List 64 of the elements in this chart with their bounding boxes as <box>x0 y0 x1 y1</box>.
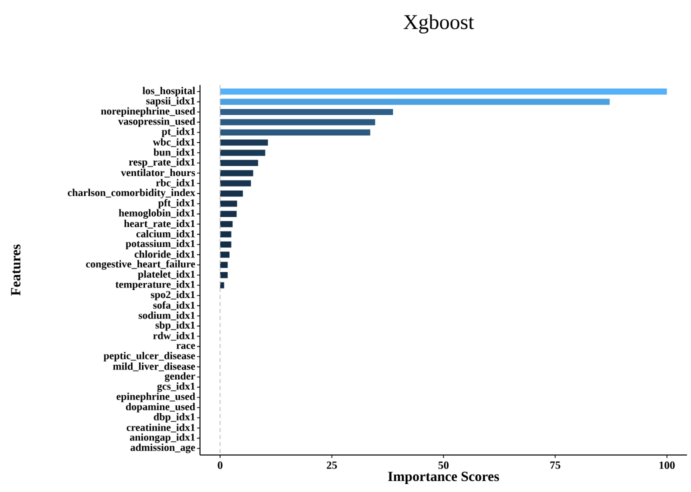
bar <box>220 140 268 146</box>
y-tick-label: admission_age <box>130 444 196 454</box>
bar <box>220 241 232 248</box>
y-tick-label: gcs_idx1 <box>157 382 195 392</box>
bar <box>220 231 232 238</box>
y-tick-label: wbc_idx1 <box>152 138 195 147</box>
bar <box>220 108 394 116</box>
bar <box>220 200 238 207</box>
x-tick-label: 50 <box>438 462 449 469</box>
bar <box>220 150 266 156</box>
bar <box>220 282 224 288</box>
y-tick-label: temperature_idx1 <box>116 280 195 290</box>
x-tick-label: 0 <box>218 462 222 469</box>
bar <box>220 262 228 268</box>
bar <box>220 88 667 95</box>
y-tick-label: charlson_comorbidity_index <box>68 188 196 198</box>
y-tick-label: chloride_idx1 <box>134 250 195 260</box>
y-tick-label: mild_liver_disease <box>113 362 196 372</box>
y-tick-label: rdw_idx1 <box>153 332 195 341</box>
x-tick-label: 75 <box>550 462 560 469</box>
x-tick-label: 25 <box>326 462 337 469</box>
y-tick-label: race <box>176 344 196 349</box>
y-tick-label: resp_rate_idx1 <box>128 158 195 168</box>
y-tick-label: congestive_heart_failure <box>86 260 196 270</box>
y-tick-label: sodium_idx1 <box>138 312 195 320</box>
y-tick-label: sofa_idx1 <box>153 301 195 310</box>
y-tick-label: calcium_idx1 <box>136 230 195 239</box>
y-tick-label: platelet_idx1 <box>138 270 195 280</box>
y-tick-label: dbp_idx1 <box>154 413 195 423</box>
y-tick-label: potassium_idx1 <box>126 240 195 250</box>
y-tick-label: sapsii_idx1 <box>146 97 195 107</box>
chart-title: Xgboost <box>404 14 474 34</box>
y-tick-label: los_hospital <box>142 86 196 96</box>
bar <box>220 221 233 228</box>
y-tick-label: aniongap_idx1 <box>130 433 195 443</box>
x-tick-label: 100 <box>660 462 675 469</box>
bar <box>220 129 370 136</box>
y-tick-label: epinephrine_used <box>116 392 196 402</box>
y-tick-label: heart_rate_idx1 <box>124 220 195 228</box>
bar <box>220 190 243 197</box>
y-tick-label: spo2_idx1 <box>150 290 195 300</box>
y-tick-label: peptic_ulcer_disease <box>104 352 196 362</box>
y-tick-label: hemoglobin_idx1 <box>118 209 195 219</box>
y-tick-label: bun_idx1 <box>154 148 195 158</box>
bar <box>220 210 237 217</box>
y-tick-label: pft_idx1 <box>158 198 195 209</box>
y-tick-label: ventilator_hours <box>120 168 196 178</box>
y-tick-label: pt_idx1 <box>162 128 195 138</box>
y-tick-label: sbp_idx1 <box>156 321 195 331</box>
bar <box>220 98 610 105</box>
bar <box>220 180 251 186</box>
y-tick-label: gender <box>164 372 196 382</box>
y-tick-label: norepinephrine_used <box>101 107 196 117</box>
bar <box>220 272 228 278</box>
y-axis-title: Features <box>11 244 20 296</box>
x-axis-title: Importance Scores <box>388 472 500 484</box>
y-tick-label: dopamine_used <box>126 402 196 412</box>
bar <box>220 119 376 126</box>
bar <box>220 160 258 166</box>
bar <box>220 170 254 176</box>
bar <box>220 252 230 258</box>
y-tick-label: rbc_idx1 <box>156 179 195 188</box>
y-tick-label: creatinine_idx1 <box>126 424 195 432</box>
y-tick-label: vasopressin_used <box>118 117 196 127</box>
